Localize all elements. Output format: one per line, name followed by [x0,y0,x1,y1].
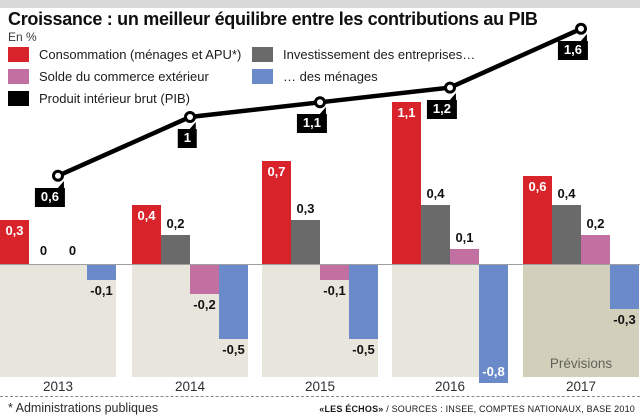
bar [581,235,610,264]
bar-value-label: -0,5 [352,342,375,357]
pib-swatch-icon [8,90,29,106]
year-label: 2016 [434,379,466,394]
year-label: 2013 [42,379,74,394]
bar [349,265,378,339]
pib-value-label: 1 [177,122,197,148]
bar-value-label: -0,8 [482,364,505,379]
bar [479,265,508,383]
bar-value-label: -0,1 [90,283,113,298]
bar [132,205,161,264]
bar [610,265,639,309]
bar [392,102,421,264]
pib-line [57,26,582,178]
pib-marker [575,22,587,35]
bar-value-label: 0,4 [137,208,156,223]
pib-value-label: 0,6 [34,180,65,207]
year-label: 2015 [304,379,336,394]
unit-label: En % [8,30,37,44]
page-title: Croissance : un meilleur équilibre entre… [8,9,538,29]
pib-marker [314,96,326,109]
solde-swatch-icon [8,68,29,84]
pib-marker [52,169,64,182]
bar-value-label: 0,6 [528,179,547,194]
bar-value-label: 0,1 [455,230,474,245]
bar-value-label: -0,3 [613,312,636,327]
year-label: 2014 [174,379,206,394]
bar-value-label: -0,1 [323,283,346,298]
bar-value-label: 0,3 [5,223,24,238]
zero-axis-line [0,264,640,265]
bar [190,265,219,294]
bar-value-label: 1,1 [397,105,416,120]
bar-value-label: 0,2 [586,216,605,231]
bar [320,265,349,280]
pib-value-label: 1,2 [426,92,457,119]
bar-value-label: 0,3 [296,201,315,216]
bar [291,220,320,264]
year-label: 2017 [565,379,597,394]
bar-value-label: 0,7 [267,164,286,179]
bar [87,265,116,280]
consommation-swatch-icon [8,46,29,62]
bar [262,161,291,264]
forecast-label: Prévisions [549,356,613,371]
source-credit: «LES ÉCHOS» / SOURCES : INSEE, COMPTES N… [319,404,635,414]
below-zero-panel [0,265,116,377]
sources-text: / SOURCES : INSEE, COMPTES NATIONAUX, BA… [383,404,635,414]
footer-divider [0,396,640,397]
bar [219,265,248,339]
bar [552,205,581,264]
bar-value-label: -0,5 [222,342,245,357]
pib-value-label: 1,1 [296,107,327,134]
bar [523,176,552,264]
bar [421,205,450,264]
brand-name: «LES ÉCHOS» [319,404,384,414]
pib-marker [184,111,196,123]
bar [161,235,190,264]
footnote: * Administrations publiques [8,401,159,415]
bar-value-label: 0 [68,243,77,258]
top-strip [0,0,640,8]
pib-value-label: 1,6 [557,33,588,60]
bar-value-label: 0,4 [557,186,576,201]
bar-value-label: -0,2 [193,297,216,312]
bar [0,220,29,264]
bar-value-label: 0,4 [426,186,445,201]
bar-value-label: 0 [39,243,48,258]
bar [450,249,479,264]
bar-value-label: 0,2 [166,216,185,231]
pib-marker [444,81,456,94]
